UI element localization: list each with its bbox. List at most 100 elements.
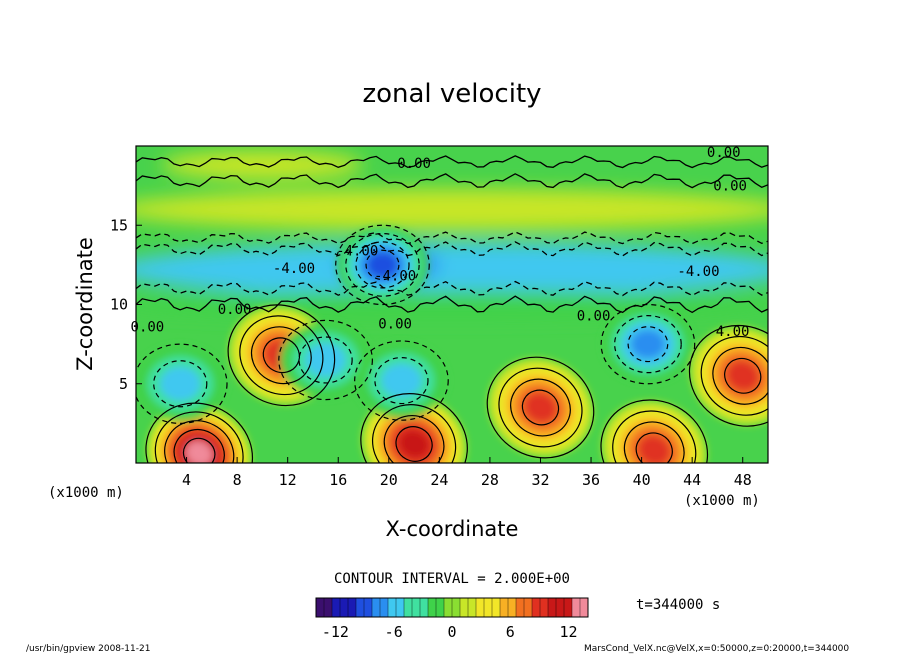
contour-line [395,426,433,462]
contour-line [486,356,595,459]
contour-label: 0.00 [131,319,165,335]
contour-line [145,402,254,463]
contour-label: 0.00 [218,302,252,318]
extremum-core [524,392,557,423]
colorbar [315,597,589,618]
contour-line [688,324,768,427]
contour-line [164,420,235,463]
colorbar-cell [412,598,421,617]
colorbar-cell [420,598,429,617]
colorbar-cell [404,598,413,617]
contour-line [250,326,312,385]
contour-line [360,393,468,463]
colorbar-frame [315,597,589,618]
contour-line [182,437,216,463]
y-axis-label: Z-coordinate [73,237,97,371]
x-tick-label: 8 [233,471,242,489]
contour-line [335,224,430,306]
colorbar-tick-label: -6 [385,623,403,641]
x-tick-label: 12 [279,471,297,489]
x-tick-label: 44 [683,471,701,489]
contour-line [374,356,429,405]
extremum-core [726,360,759,391]
colorbar-cell [380,598,389,617]
contour-line [712,346,768,405]
contour-line [136,241,768,257]
contour-label: -4.00 [677,264,719,280]
x-axis-label: X-coordinate [386,517,519,541]
contour-label: -4.00 [374,269,416,285]
x-tick-label: 28 [481,471,499,489]
contour-line [700,335,768,416]
colorbar-cell [556,598,565,617]
colorbar-cell [356,598,365,617]
x-tick-label: 24 [430,471,448,489]
x-tick-label: 40 [633,471,651,489]
field-band [136,188,768,230]
contour-interval-label: CONTOUR INTERVAL = 2.000E+00 [334,571,570,587]
contour-line [136,231,768,245]
contour-line [614,314,682,374]
extremum-core [305,343,346,377]
contour-label: 0.00 [378,316,412,332]
contour-line [153,360,208,408]
y-tick-label: 5 [119,375,128,393]
extremum-core [399,430,429,458]
x-tick-label: 32 [531,471,549,489]
contour-labels: 0.00 0.00 0.00 -4.00 -4.00 -4.00 -4.00 0.00 0.00… [131,145,750,340]
contour-line [365,249,400,281]
colorbar-cell [580,598,589,617]
contour-line [262,337,301,374]
colorbar-cell [452,598,461,617]
colorbar-cell [516,598,525,617]
y-tick-label: 10 [110,296,128,314]
colorbar-tick-label: -12 [322,623,349,641]
contour-line [627,326,669,363]
colorbar-cell [316,598,325,617]
extremum-core [381,363,422,398]
contour-line [239,315,324,396]
contour-line [383,415,445,463]
colorbar-cell [364,598,373,617]
colorbar-cell [332,598,341,617]
x-tick-label: 20 [380,471,398,489]
contour-label: 4.00 [716,324,750,340]
contour-line [510,378,571,437]
contour-line [600,399,709,463]
contour-label: -4.00 [273,261,315,277]
time-label: t=344000 s [636,597,720,613]
contour-label: 0.00 [713,178,747,194]
footer-left: /usr/bin/gpview 2008-11-21 [26,644,150,654]
colorbar-cell [436,598,445,617]
contour-line [724,357,762,394]
contour-line [371,404,457,463]
colorbar-tick-label: 12 [560,623,578,641]
contour-line [136,295,768,314]
extremum-core [160,366,201,401]
contour-line [635,432,673,463]
x-axis-unit-left: (x1000 m) [48,485,124,501]
x-tick-label: 4 [182,471,191,489]
colorbar-cell [324,598,333,617]
contour-line [173,428,225,463]
colorbar-cell [444,598,453,617]
contour-line [278,319,373,401]
contour-label: 0.00 [707,145,741,161]
extremum-core [367,252,398,278]
colorbar-cell [540,598,549,617]
contour-label: 0.00 [397,156,431,172]
colorbar-ticks: -12 -6 0 6 12 [322,623,578,641]
heatmap-field [136,146,768,463]
colorbar-tick-label: 6 [506,623,515,641]
contour-line [355,241,410,289]
colorbar-cell [476,598,485,617]
contour-line [354,340,449,421]
field-band [136,242,768,297]
x-axis-ticks: 4 8 12 16 20 24 28 32 36 40 44 48 [182,457,752,489]
contour-line [154,411,244,463]
colorbar-tick-label: 0 [447,623,456,641]
colorbar-cell [532,598,541,617]
extremum-core [630,329,665,359]
contour-line [345,232,420,297]
